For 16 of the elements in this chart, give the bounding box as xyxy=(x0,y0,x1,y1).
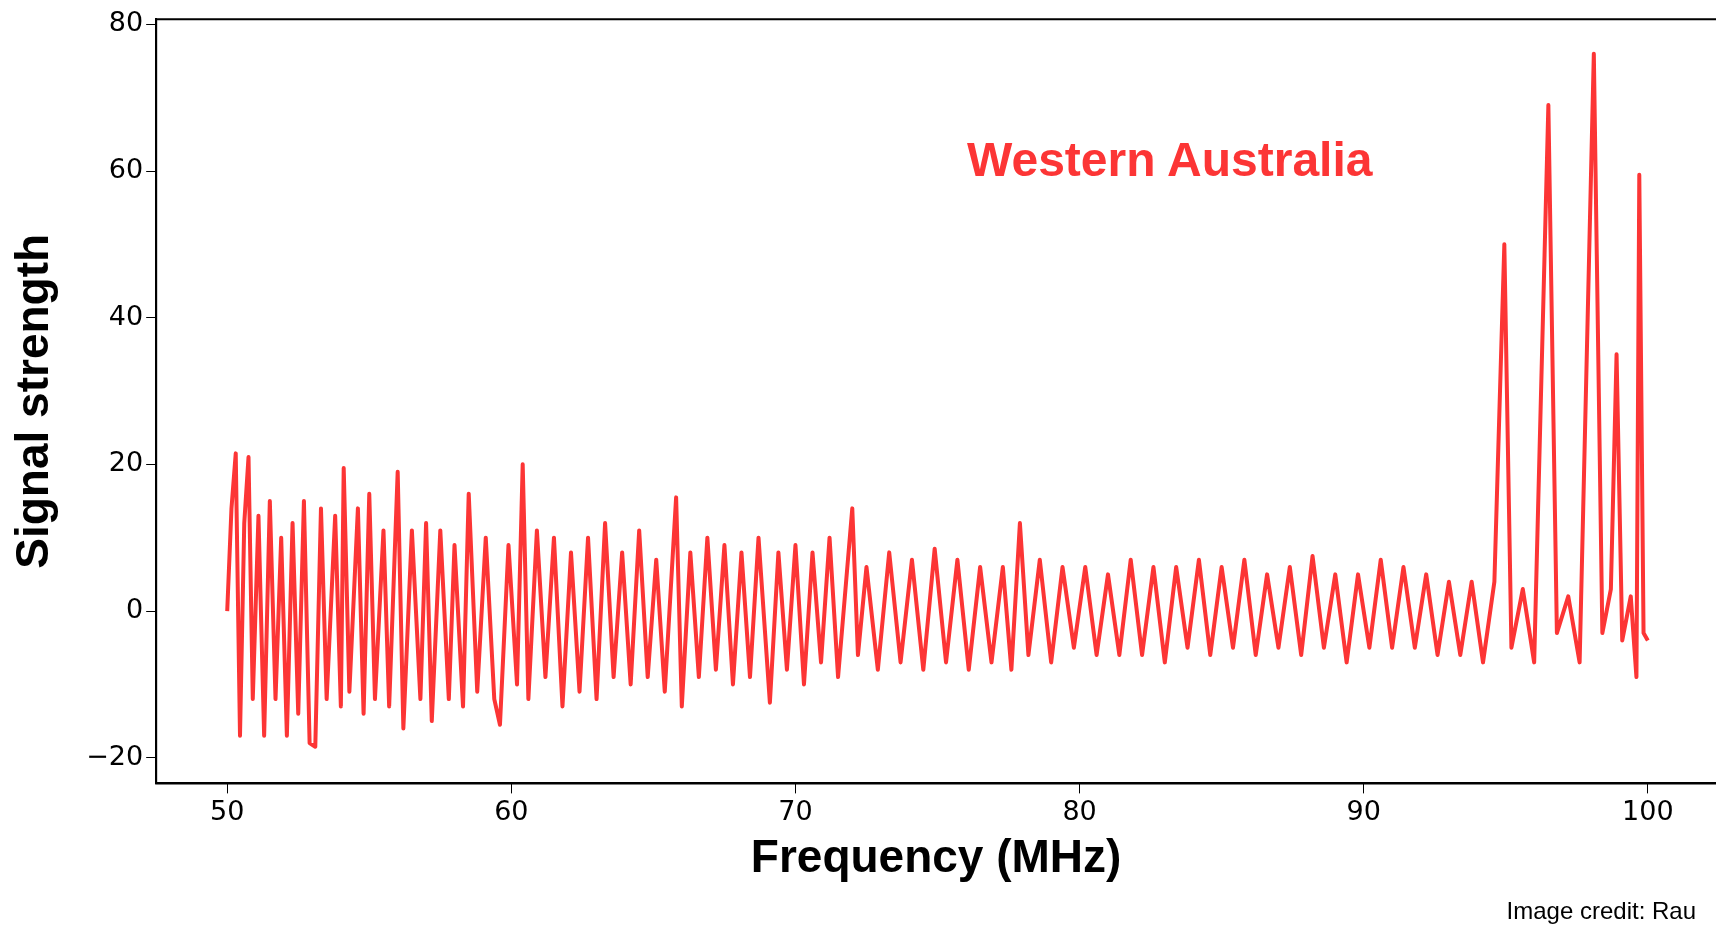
y-tick-label: 40 xyxy=(108,299,144,331)
y-tick-label: 20 xyxy=(108,446,144,478)
annotation: Western Australia xyxy=(967,132,1373,187)
y-tick-label: −20 xyxy=(86,739,144,771)
y-tick-label: 0 xyxy=(125,593,144,625)
y-tick-label: 60 xyxy=(108,153,144,185)
y-tick-label: 80 xyxy=(108,6,144,38)
x-tick-label: 60 xyxy=(494,794,529,826)
x-tick-label: 80 xyxy=(1062,794,1097,826)
x-tick-label: 70 xyxy=(778,794,813,826)
x-tick-label: 50 xyxy=(210,794,245,826)
x-tick-label: 100 xyxy=(1622,794,1674,826)
text: Image credit: Rau xyxy=(1506,897,1696,925)
y-axis-title: Signal strength xyxy=(6,233,59,569)
x-axis-title: Frequency (MHz) xyxy=(750,830,1122,883)
x-tick-label: 90 xyxy=(1346,794,1381,826)
